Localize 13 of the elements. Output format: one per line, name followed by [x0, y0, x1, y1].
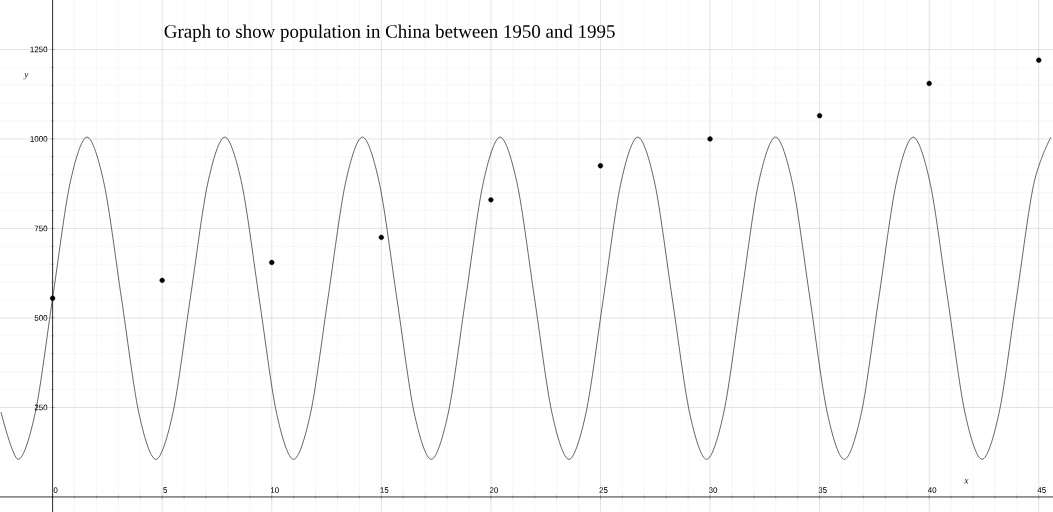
point	[159, 277, 165, 283]
point	[50, 295, 56, 301]
point	[926, 80, 932, 87]
point	[707, 136, 713, 142]
y-axis-title: y	[23, 73, 29, 80]
point	[597, 163, 604, 169]
x-axis-title: x	[964, 479, 969, 484]
text: Graph to show population in China between 1950 and 1995	[164, 24, 615, 42]
point	[269, 259, 275, 266]
point	[378, 234, 384, 240]
point	[488, 197, 494, 203]
point	[817, 113, 823, 119]
point	[1036, 57, 1042, 63]
